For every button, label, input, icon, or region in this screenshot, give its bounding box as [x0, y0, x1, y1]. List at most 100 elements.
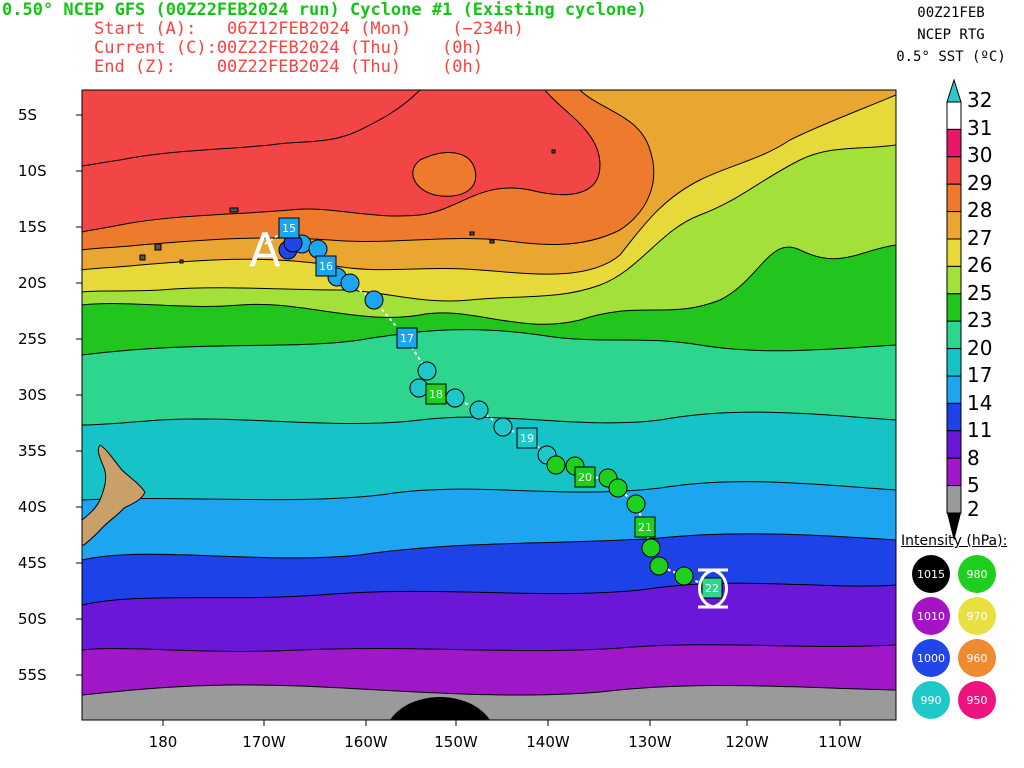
- track-day-box: [701, 577, 723, 599]
- colorbar-label: 8: [967, 446, 980, 470]
- colorbar-swatch: [946, 128, 962, 158]
- track-day-box: [315, 255, 337, 277]
- intensity-dot: 980: [958, 555, 996, 593]
- colorbar-swatch: [946, 238, 962, 267]
- intensity-dot: 1015: [912, 555, 950, 593]
- land-new-zealand: [82, 444, 146, 546]
- track-point: [493, 417, 513, 437]
- track-day-box: [574, 466, 596, 488]
- colorbar-label: 5: [967, 473, 980, 497]
- colorbar-swatch: [946, 457, 962, 487]
- lon-label: 130W: [628, 733, 672, 751]
- start-time: Start (A): 06Z12FEB2024 (Mon) (−234h): [94, 19, 524, 39]
- intensity-dot: 990: [912, 681, 950, 719]
- start-marker: A: [249, 223, 281, 277]
- lat-label: 10S: [18, 162, 47, 180]
- colorbar-swatch: [946, 430, 962, 459]
- intensity-dot: 1010: [912, 597, 950, 635]
- lon-label: 110W: [818, 733, 862, 751]
- colorbar-label: 2: [967, 497, 980, 521]
- colorbar-label: 31: [967, 116, 993, 140]
- sst-resolution: 0.5° SST (ºC): [896, 49, 1006, 65]
- track-day-box: [634, 516, 656, 538]
- colorbar-swatch: [946, 211, 962, 240]
- map-title: 0.50° NCEP GFS (00Z22FEB2024 run) Cyclon…: [2, 0, 647, 20]
- land-antarctica: [390, 697, 490, 720]
- colorbar-top-arrow: [946, 78, 962, 103]
- intensity-dot: 970: [958, 597, 996, 635]
- track-point: [364, 290, 384, 310]
- lat-label: 5S: [18, 106, 38, 124]
- colorbar-label: 23: [967, 308, 993, 332]
- colorbar-label: 32: [967, 88, 993, 112]
- track-point: [409, 378, 429, 398]
- lon-label: 120W: [725, 733, 769, 751]
- track-day-label: 17: [400, 332, 414, 345]
- colorbar-label: 20: [967, 336, 993, 360]
- track-day-label: 16: [319, 260, 333, 273]
- sst-source: NCEP RTG: [917, 27, 985, 43]
- colorbar-swatch: [946, 320, 962, 350]
- colorbar-label: 17: [967, 363, 993, 387]
- track-point: [308, 239, 328, 259]
- intensity-dot: 950: [958, 681, 996, 719]
- lat-label: 30S: [18, 386, 47, 404]
- colorbar-swatch: [946, 485, 962, 514]
- colorbar-bottom-arrow: [947, 513, 961, 541]
- colorbar-swatch: [946, 265, 962, 295]
- lon-label: 140W: [526, 733, 570, 751]
- track-point: [445, 388, 465, 408]
- lat-label: 35S: [18, 442, 47, 460]
- colorbar-label: 28: [967, 198, 993, 222]
- island-dots: [139, 149, 556, 264]
- current-marker: [698, 568, 728, 609]
- intensity-dot: 1000: [912, 639, 950, 677]
- map-frame: [81, 89, 897, 721]
- lat-label: 15S: [18, 218, 47, 236]
- track-day-box: [396, 327, 418, 349]
- intensity-dot: 960: [958, 639, 996, 677]
- colorbar-label: 25: [967, 281, 993, 305]
- track-point: [546, 455, 566, 475]
- colorbar-label: 30: [967, 143, 993, 167]
- colorbar-swatch: [946, 293, 962, 322]
- lon-label: 160W: [344, 733, 388, 751]
- colorbar-label: 29: [967, 171, 993, 195]
- track-point: [608, 478, 628, 498]
- lon-label: 170W: [242, 733, 286, 751]
- track-point: [469, 400, 489, 420]
- sst-field: [82, 90, 896, 720]
- track-day-box: [425, 383, 447, 405]
- current-time: Current (C):00Z22FEB2024 (Thu) (0h): [94, 38, 483, 58]
- lat-label: 55S: [18, 666, 47, 684]
- track-point: [649, 556, 669, 576]
- track-point: [674, 566, 694, 586]
- track-point: [641, 538, 661, 558]
- sst-colorbar: [946, 78, 962, 541]
- track-day-label: 15: [282, 222, 296, 235]
- track-day-label: 19: [520, 432, 534, 445]
- colorbar-label: 26: [967, 253, 993, 277]
- cyclone-track-marks: 15 16 17 18 19 20 21 22: [278, 217, 723, 599]
- track-day-label: 18: [429, 388, 443, 401]
- colorbar-label: 11: [967, 418, 993, 442]
- axis-ticks: [76, 114, 841, 726]
- track-day-box: [278, 217, 300, 239]
- sst-band-hot: [82, 90, 420, 166]
- end-time: End (Z): 00Z22FEB2024 (Thu) (0h): [94, 57, 483, 77]
- lat-label: 45S: [18, 554, 47, 572]
- track-day-label: 20: [578, 471, 592, 484]
- lat-label: 40S: [18, 498, 47, 516]
- track-day-label: 22: [705, 582, 719, 595]
- lon-label: 180: [148, 733, 178, 751]
- colorbar-label: 14: [967, 391, 993, 415]
- intensity-legend-title: Intensity (hPa):: [901, 533, 1008, 549]
- track-day-label: 21: [638, 521, 652, 534]
- track-point: [626, 494, 646, 514]
- track-point: [417, 361, 437, 381]
- lat-label: 20S: [18, 274, 47, 292]
- track-point: [340, 273, 360, 293]
- lat-label: 25S: [18, 330, 47, 348]
- sst-date: 00Z21FEB: [917, 5, 985, 21]
